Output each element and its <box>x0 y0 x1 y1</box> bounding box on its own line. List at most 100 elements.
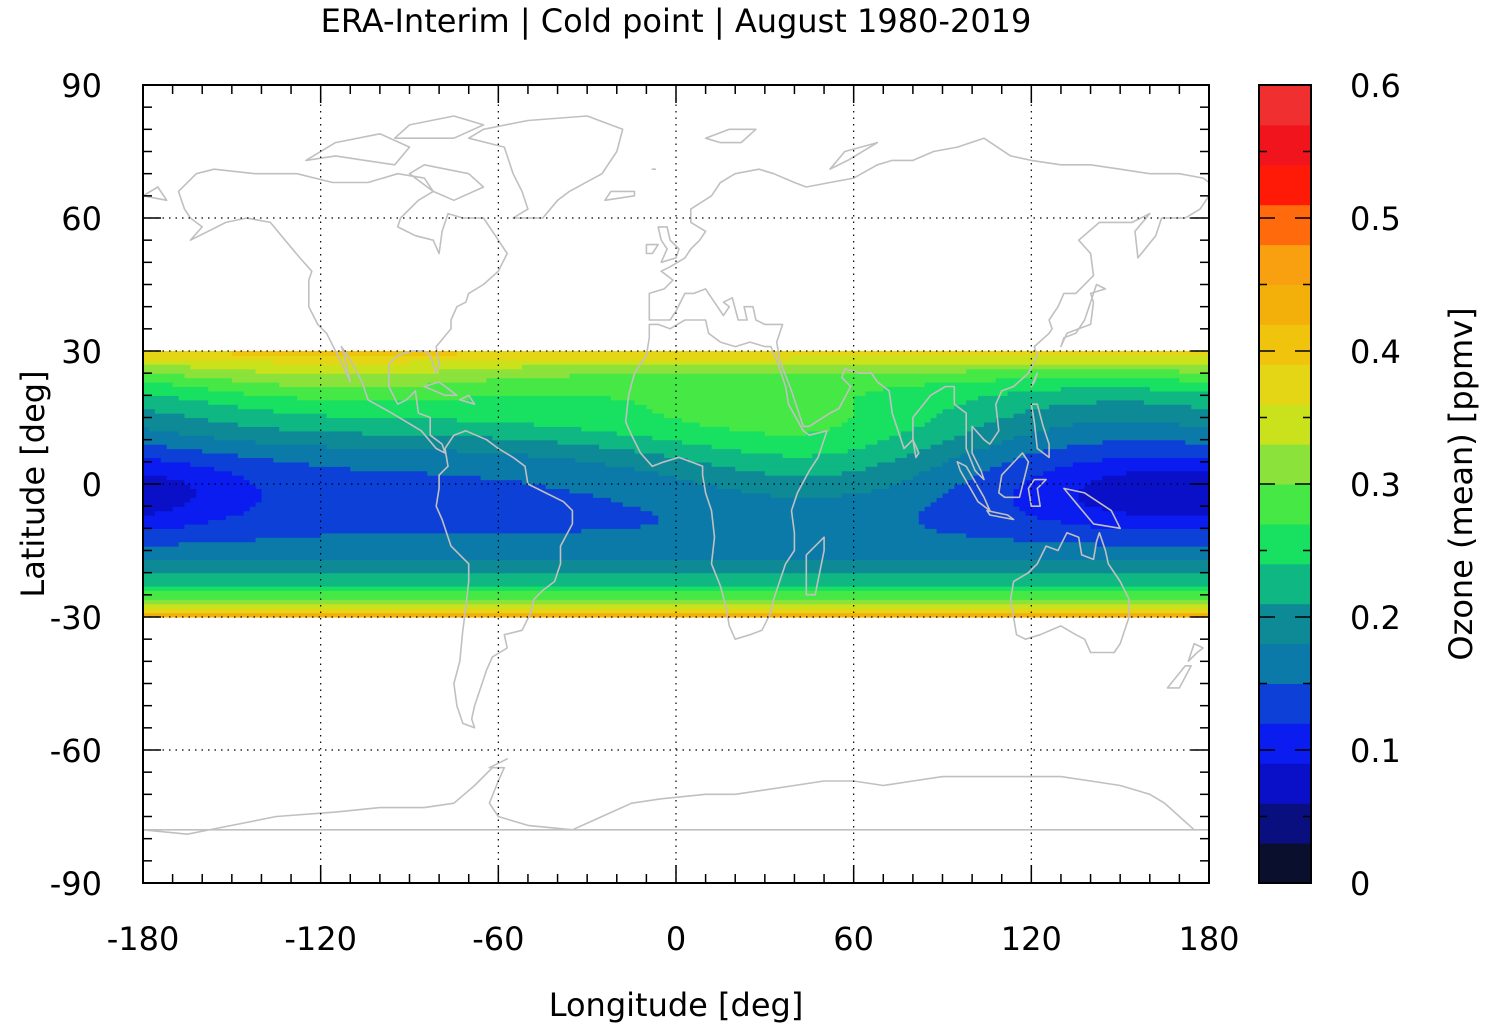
ozone-cell <box>877 461 944 467</box>
ozone-cell <box>143 421 239 427</box>
y-tick-label: -30 <box>50 599 102 637</box>
coastline-path <box>393 115 485 139</box>
ozone-cell <box>492 435 653 441</box>
x-tick-label: -120 <box>284 920 357 958</box>
coastlines <box>143 115 1209 835</box>
ozone-cell <box>143 439 257 445</box>
ozone-cell <box>1191 404 1209 410</box>
ozone-cell <box>853 408 944 414</box>
ozone-cell <box>1031 475 1103 481</box>
ozone-cell <box>172 382 280 388</box>
y-tick-label: 30 <box>61 333 102 371</box>
coastline-path <box>1187 642 1204 663</box>
ozone-cell <box>1078 492 1209 498</box>
colorbar-swatch <box>1259 803 1311 844</box>
ozone-cell <box>948 457 1015 463</box>
ozone-cell <box>184 479 251 485</box>
ozone-cell <box>255 484 547 490</box>
ozone-cell <box>143 608 1209 614</box>
ozone-cell <box>954 404 1050 410</box>
ozone-cell <box>522 479 695 485</box>
ozone-cell <box>296 395 470 401</box>
ozone-cell <box>172 506 251 512</box>
ozone-cell <box>143 466 215 472</box>
ozone-cell <box>143 386 209 392</box>
ozone-cell <box>634 448 742 454</box>
ozone-cell <box>190 364 523 370</box>
ozone-cell <box>1179 421 1209 427</box>
ozone-cell <box>214 466 351 472</box>
ozone-cell <box>1013 492 1080 498</box>
ozone-cell <box>143 470 233 476</box>
y-tick-label: 60 <box>61 200 102 238</box>
ozone-cell <box>1072 421 1180 427</box>
ozone-cell <box>143 382 174 388</box>
ozone-cell <box>936 413 1015 419</box>
ozone-cell <box>652 510 920 516</box>
ozone-cell <box>1043 470 1127 476</box>
ozone-cell <box>978 395 1209 401</box>
ozone-cell <box>735 466 867 472</box>
ozone-cell <box>1055 466 1209 472</box>
colorbar-swatch <box>1259 563 1311 605</box>
ozone-cell <box>143 417 209 423</box>
ozone-cell <box>143 510 156 516</box>
ozone-cell <box>1096 399 1145 405</box>
ozone-cell <box>409 359 1209 365</box>
ozone-cell <box>575 457 689 463</box>
ozone-cell <box>764 430 807 436</box>
ozone-cell <box>717 484 890 490</box>
ozone-cell <box>622 501 932 507</box>
ozone-cell <box>1179 368 1209 374</box>
ozone-cell <box>581 426 730 432</box>
ozone-cell <box>918 470 979 476</box>
ozone-cell <box>237 404 647 410</box>
colorbar-tick-labels: 0.6 0.5 0.4 0.3 0.2 0.1 0 <box>1350 67 1401 903</box>
ozone-cell <box>243 475 482 481</box>
coastline-path <box>805 536 825 596</box>
ozone-cell <box>569 488 742 494</box>
ozone-cell <box>427 470 659 476</box>
ozone-cell <box>1072 461 1209 467</box>
ozone-cell <box>972 426 1050 432</box>
ozone-cell <box>942 408 1027 414</box>
coastline-path <box>435 430 574 729</box>
ozone-cell <box>924 421 985 427</box>
coastline-path <box>1009 532 1130 654</box>
coastline-path <box>488 758 508 769</box>
ozone-cell <box>143 506 174 512</box>
ozone-cell <box>350 466 636 472</box>
coastline-path <box>143 186 168 202</box>
x-tick-label: -180 <box>107 920 180 958</box>
ozone-cell <box>320 532 967 538</box>
ozone-cell <box>231 351 458 357</box>
ozone-cell <box>231 377 488 383</box>
ozone-cell <box>143 594 1209 600</box>
ozone-cell <box>646 404 855 410</box>
ozone-cell <box>184 373 570 379</box>
y-tick-label: 0 <box>82 466 102 504</box>
colorbar-tick-label: 0.3 <box>1350 466 1401 504</box>
ozone-cell <box>1049 426 1209 432</box>
ozone-cell <box>658 519 920 525</box>
coastline-path <box>998 452 1030 499</box>
ozone-cell <box>741 488 873 494</box>
ozone-cell <box>1090 479 1209 485</box>
grid-lines <box>143 85 1209 883</box>
ozone-cell <box>237 452 529 458</box>
ozone-cell <box>989 466 1056 472</box>
ozone-cell <box>652 408 855 414</box>
ozone-cell <box>143 488 197 494</box>
coastline-path <box>459 394 476 405</box>
ozone-cell <box>853 404 955 410</box>
ozone-cell <box>1013 497 1080 503</box>
ozone-cell <box>699 421 843 427</box>
coastline-path <box>1030 372 1039 388</box>
ozone-cell <box>1001 461 1074 467</box>
ozone-cell <box>687 457 896 463</box>
ozone-cell <box>1025 510 1127 516</box>
ozone-cell <box>681 439 878 445</box>
y-tick-label: 90 <box>61 67 102 105</box>
ozone-cell <box>1102 475 1209 481</box>
ozone-cell <box>143 377 233 383</box>
